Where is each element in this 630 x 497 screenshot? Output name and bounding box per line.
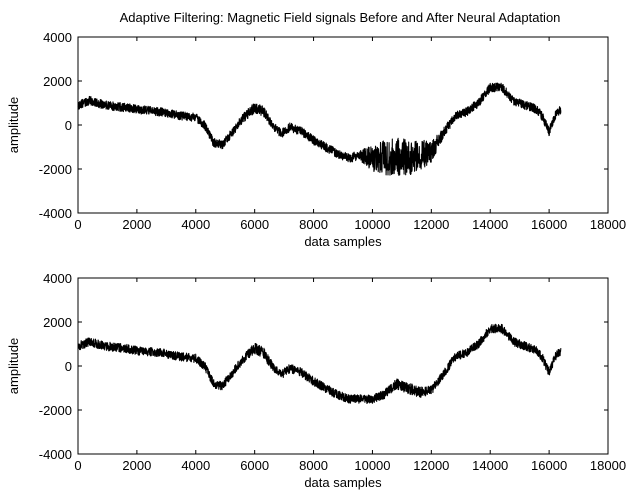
x-tick-label: 12000	[413, 217, 449, 232]
x-tick-label: 6000	[240, 458, 269, 473]
x-tick-label: 10000	[354, 217, 390, 232]
x-tick-label: 16000	[531, 458, 567, 473]
y-tick-label: 0	[65, 359, 72, 374]
x-axis-label: data samples	[304, 234, 382, 249]
x-tick-label: 8000	[299, 217, 328, 232]
y-tick-label: -4000	[39, 206, 72, 221]
series-line-2	[77, 323, 562, 404]
y-tick-label: 0	[65, 118, 72, 133]
x-tick-label: 0	[74, 458, 81, 473]
x-tick-label: 18000	[590, 458, 626, 473]
y-tick-label: 4000	[43, 30, 72, 45]
x-tick-label: 2000	[122, 217, 151, 232]
x-tick-label: 4000	[181, 217, 210, 232]
x-tick-label: 16000	[531, 217, 567, 232]
y-tick-label: 2000	[43, 74, 72, 89]
x-tick-label: 6000	[240, 217, 269, 232]
chart-panel-1: 0 2000 4000 6000 8000 10000 12000 14000 16000 180…	[6, 30, 626, 249]
y-axis-label: amplitude	[6, 97, 21, 153]
y-axis-label: amplitude	[6, 338, 21, 394]
chart-panel-2: 0 2000 4000 6000 8000 10000 12000 14000 16000 180…	[6, 271, 626, 490]
y-tick-label: -2000	[39, 403, 72, 418]
x-axis-label: data samples	[304, 475, 382, 490]
x-tick-label: 2000	[122, 458, 151, 473]
x-tick-label: 4000	[181, 458, 210, 473]
y-tick-label: -2000	[39, 162, 72, 177]
x-tick-label: 0	[74, 217, 81, 232]
panels: 0 2000 4000 6000 8000 10000 12000 14000 16000 180…	[6, 30, 626, 490]
figure-title: Adaptive Filtering: Magnetic Field signa…	[120, 10, 561, 25]
series-line-1	[77, 82, 562, 176]
x-tick-label: 18000	[590, 217, 626, 232]
y-tick-label: -4000	[39, 447, 72, 462]
y-tick-label: 2000	[43, 315, 72, 330]
x-tick-label: 14000	[472, 217, 508, 232]
x-tick-label: 10000	[354, 458, 390, 473]
y-tick-label: 4000	[43, 271, 72, 286]
x-tick-label: 14000	[472, 458, 508, 473]
x-tick-label: 12000	[413, 458, 449, 473]
x-tick-label: 8000	[299, 458, 328, 473]
